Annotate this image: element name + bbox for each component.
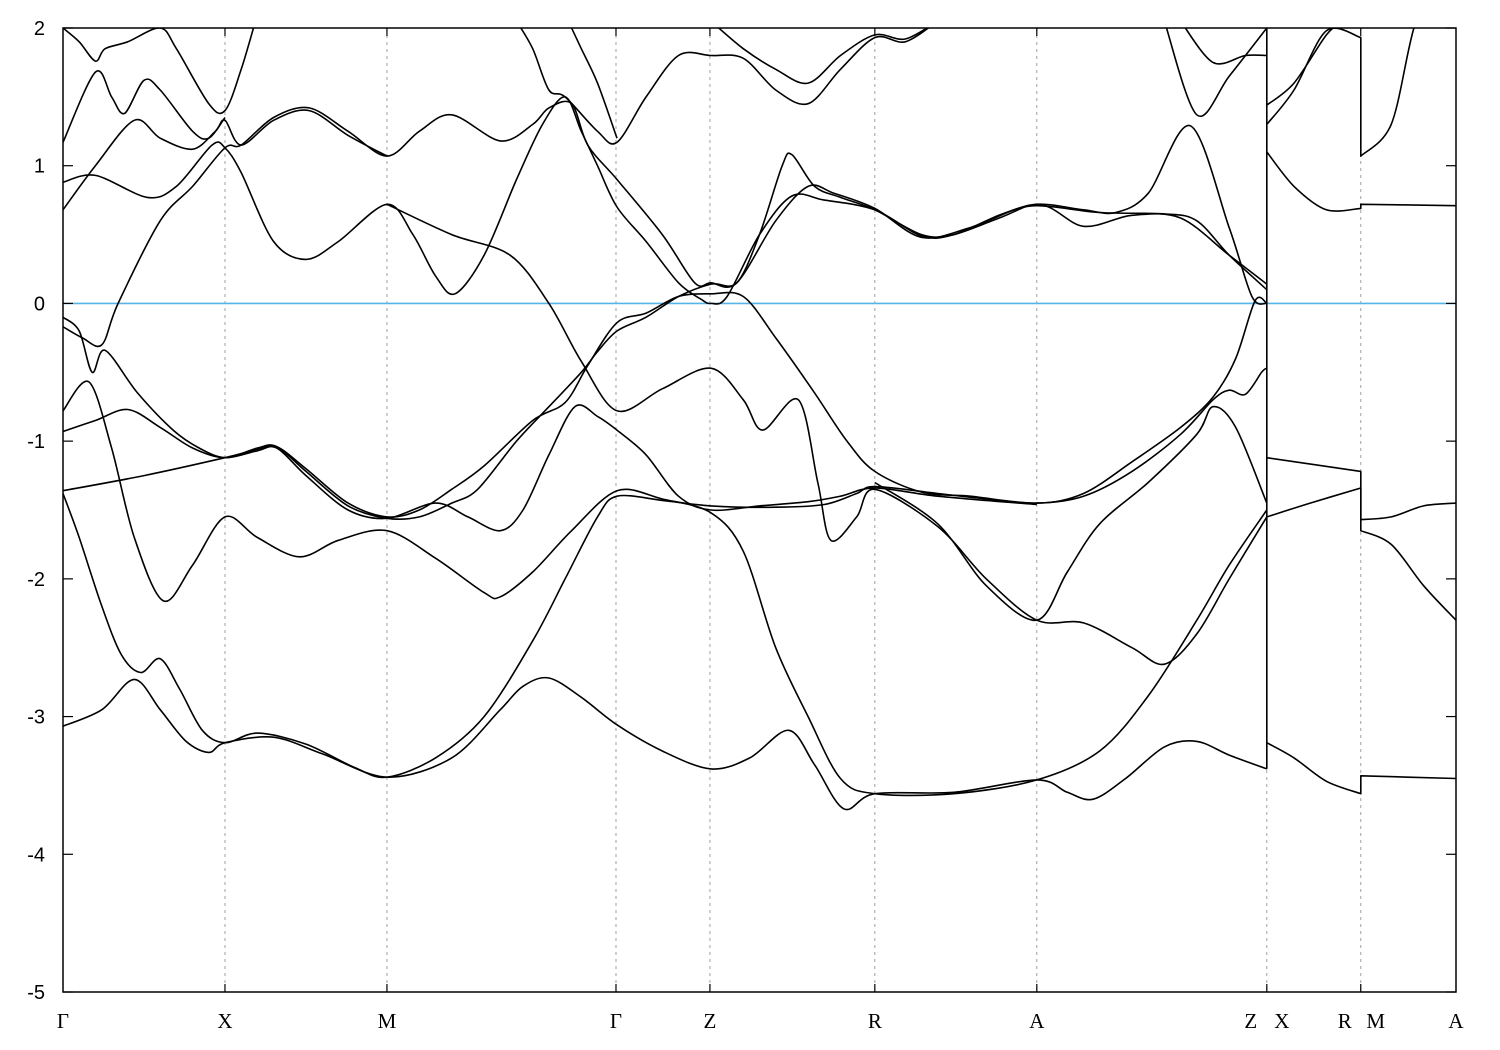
band-line: [63, 316, 1037, 532]
y-tick-label: -3: [27, 707, 45, 729]
kpoint-label: X: [217, 1009, 232, 1033]
plot-frame: [62, 27, 1457, 993]
kpoint-label: Z: [704, 1009, 717, 1033]
y-tick-label: -1: [27, 431, 45, 453]
band-line: [386, 203, 1268, 666]
kpoint-label: A: [1029, 1009, 1045, 1033]
kpoint-label: X: [1274, 1009, 1289, 1033]
kpoint-label: Γ: [610, 1009, 622, 1033]
band-lines: [63, 28, 1456, 811]
band-line: [63, 291, 1268, 518]
band-line: [63, 96, 1268, 305]
kpoint-label: R: [868, 1009, 882, 1033]
y-axis-ticks: 2 1 0 -1 -2 -3 -4 -5: [27, 18, 1456, 1004]
band-line: [519, 28, 930, 145]
kpoint-label: Z: [1244, 1009, 1257, 1033]
y-tick-label: -2: [27, 569, 45, 591]
kpoint-grid-lines: [224, 28, 1362, 992]
band-line: [63, 367, 1268, 779]
band-line: [63, 100, 1268, 348]
band-line: [1184, 28, 1267, 65]
band-line: [717, 28, 929, 85]
y-tick-label: 0: [34, 293, 45, 315]
kpoint-label: A: [1448, 1009, 1464, 1033]
kpoint-label: R: [1338, 1009, 1352, 1033]
band-line: [63, 28, 255, 115]
y-tick-label: -4: [27, 844, 45, 866]
band-line: [1266, 28, 1335, 106]
band-line: [63, 380, 1268, 797]
band-line: [63, 676, 1268, 811]
band-line: [1266, 151, 1456, 212]
y-tick-label: -5: [27, 982, 45, 1004]
y-tick-label: 1: [34, 156, 45, 178]
kpoint-label: Γ: [57, 1009, 69, 1033]
kpoint-label: M: [1366, 1009, 1385, 1033]
band-line: [63, 124, 1268, 521]
band-line: [63, 69, 226, 143]
band-line: [874, 405, 1268, 622]
band-line: [1266, 742, 1456, 795]
y-tick-label: 2: [34, 18, 45, 40]
kpoint-label: M: [378, 1009, 397, 1033]
band-line: [1266, 456, 1456, 521]
band-line: [1165, 28, 1268, 118]
band-line: [570, 28, 618, 139]
band-line: [1266, 28, 1415, 157]
band-line: [1266, 487, 1456, 621]
